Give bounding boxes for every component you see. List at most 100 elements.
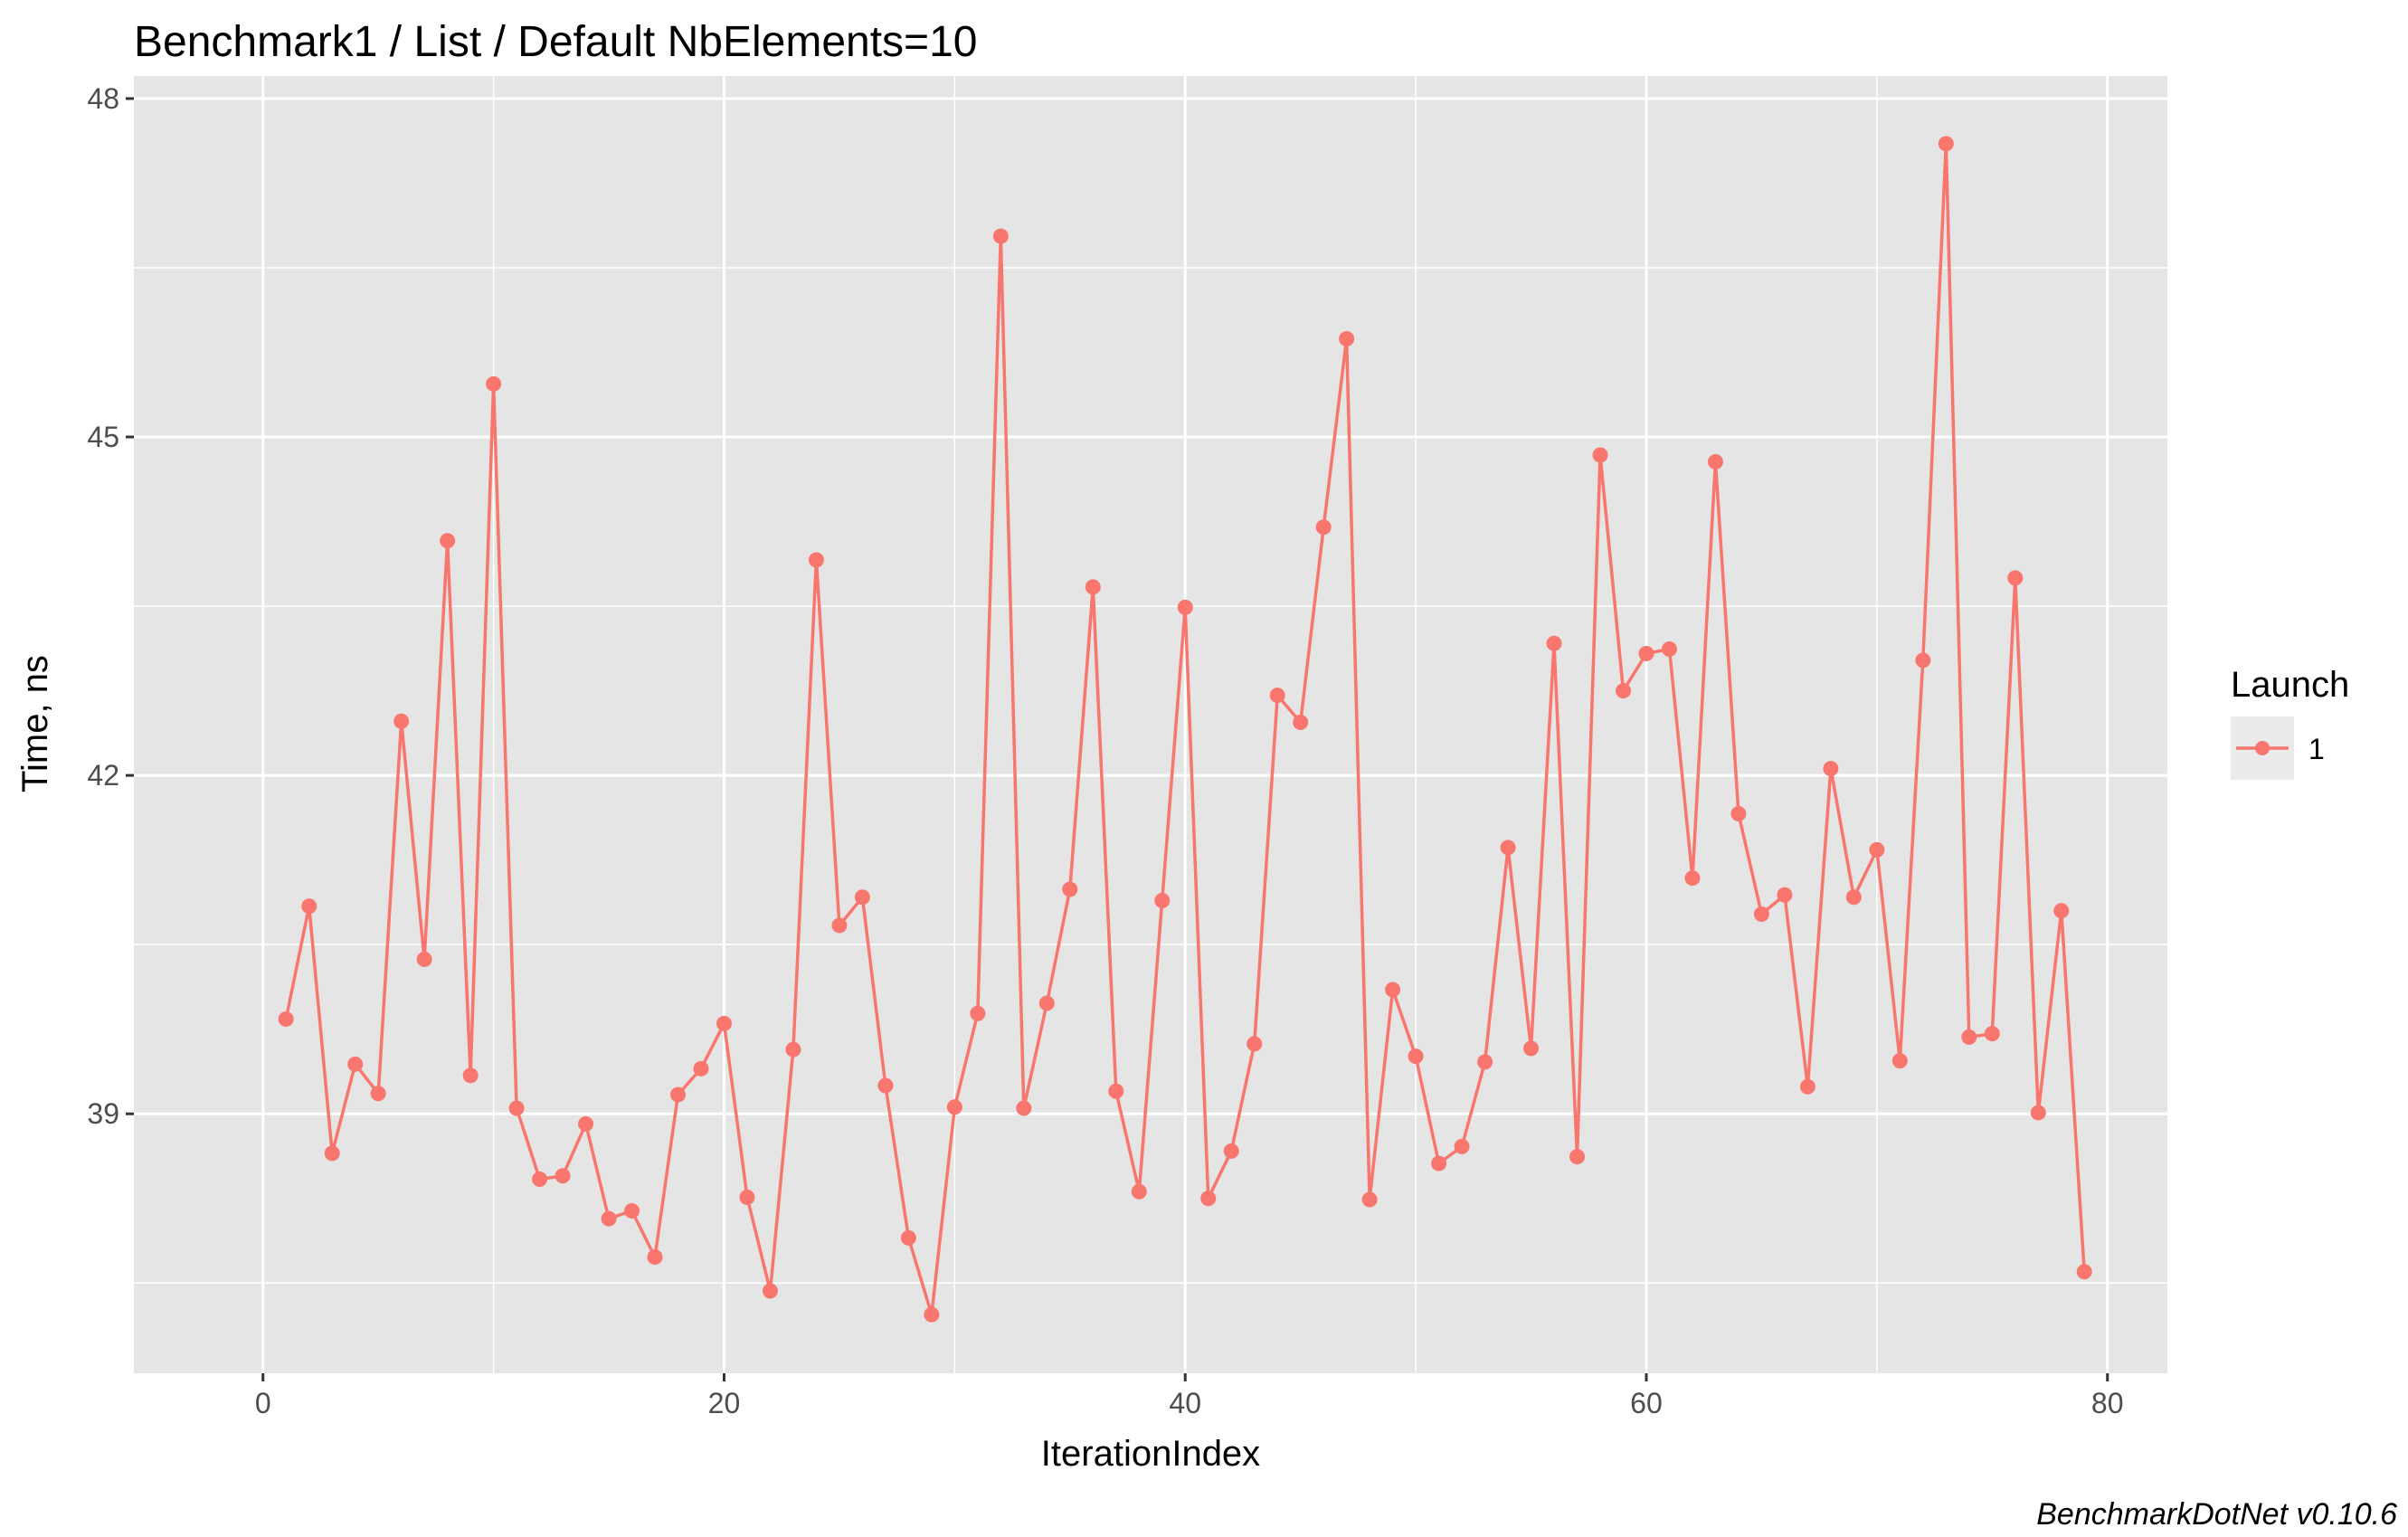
data-point (1523, 1040, 1540, 1057)
data-point (1315, 519, 1332, 536)
data-point (1293, 715, 1309, 731)
y-axis: 39 42 45 48 (87, 82, 134, 1130)
data-point (1730, 806, 1747, 822)
data-point (785, 1041, 801, 1058)
data-point (370, 1086, 386, 1102)
y-tick-label: 45 (87, 421, 119, 453)
data-point (2076, 1264, 2092, 1280)
data-point (393, 713, 410, 729)
data-point (486, 375, 502, 392)
data-point (1961, 1029, 1977, 1045)
data-point (1385, 982, 1401, 998)
chart-title: Benchmark1 / List / Default NbElements=1… (134, 18, 977, 66)
data-point (716, 1015, 732, 1031)
data-point (900, 1229, 916, 1246)
data-point (347, 1056, 364, 1072)
data-point (1131, 1183, 1147, 1200)
data-point (762, 1283, 778, 1299)
data-point (739, 1189, 755, 1205)
plot-panel (134, 76, 2167, 1373)
data-point (1546, 635, 1562, 651)
data-point (1016, 1100, 1032, 1116)
y-axis-title: Time, ns (15, 655, 55, 792)
data-point (416, 951, 432, 967)
data-point (1661, 640, 1677, 657)
data-point (647, 1249, 663, 1266)
data-point (946, 1099, 962, 1115)
data-point (278, 1010, 294, 1027)
data-point (1500, 840, 1516, 856)
data-point (1753, 906, 1769, 922)
data-point (1454, 1138, 1470, 1154)
x-tick-label: 40 (1169, 1387, 1201, 1419)
data-point (992, 228, 1009, 244)
data-point (1845, 889, 1862, 906)
data-point (1984, 1026, 2000, 1042)
x-axis-title: IterationIndex (1041, 1434, 1260, 1474)
data-point (1638, 645, 1654, 661)
legend-label: 1 (2308, 733, 2325, 765)
data-point (1223, 1143, 1239, 1159)
data-point (1247, 1036, 1263, 1052)
caption: BenchmarkDotNet v0.10.6 (2036, 1497, 2397, 1532)
data-point (831, 917, 848, 934)
data-point (2053, 903, 2070, 919)
data-point (555, 1168, 571, 1184)
data-point (1339, 331, 1355, 347)
data-point (1038, 995, 1055, 1011)
data-point (1592, 447, 1608, 463)
data-point (1823, 761, 1839, 777)
data-point (532, 1172, 548, 1188)
data-point (1869, 841, 1885, 858)
data-point (1891, 1053, 1908, 1069)
data-point (2030, 1105, 2046, 1121)
data-point (2007, 570, 2024, 586)
data-point (1684, 870, 1701, 887)
data-point (924, 1306, 940, 1323)
data-point (601, 1210, 617, 1227)
legend-title: Launch (2231, 665, 2349, 705)
data-point (1915, 652, 1931, 669)
data-point (1200, 1191, 1217, 1207)
data-point (624, 1202, 640, 1219)
data-point (693, 1060, 709, 1077)
data-point (1108, 1083, 1124, 1099)
x-tick-label: 60 (1630, 1387, 1663, 1419)
y-tick-label: 48 (87, 82, 119, 115)
data-point (1062, 881, 1078, 897)
data-point (440, 533, 456, 549)
data-point (970, 1005, 986, 1021)
data-point (1938, 136, 1954, 152)
x-tick-label: 20 (708, 1387, 741, 1419)
data-point (877, 1077, 894, 1094)
data-point (1707, 453, 1723, 470)
data-point (1569, 1149, 1586, 1165)
data-point (808, 552, 824, 568)
data-point (1408, 1048, 1424, 1065)
x-axis: 0 20 40 60 80 (255, 1373, 2124, 1419)
data-point (301, 898, 318, 915)
data-point (1154, 893, 1171, 909)
data-point (1615, 683, 1631, 699)
data-point (1269, 688, 1285, 704)
x-tick-label: 80 (2091, 1387, 2124, 1419)
data-point (854, 889, 870, 906)
data-point (508, 1100, 525, 1116)
series-layer (278, 136, 2092, 1323)
data-point (1799, 1078, 1815, 1095)
data-point (1361, 1191, 1378, 1208)
data-point (578, 1115, 594, 1132)
legend-key-point (2255, 741, 2270, 755)
data-point (324, 1145, 340, 1162)
minor-gridlines (134, 76, 2167, 1373)
data-point (1177, 599, 1193, 615)
data-point (670, 1086, 687, 1103)
data-point (1085, 579, 1101, 595)
data-point (462, 1067, 479, 1084)
data-point (1777, 887, 1793, 903)
data-point (1431, 1155, 1447, 1172)
y-tick-label: 39 (87, 1097, 119, 1130)
data-point (1477, 1054, 1493, 1070)
y-tick-label: 42 (87, 759, 119, 792)
